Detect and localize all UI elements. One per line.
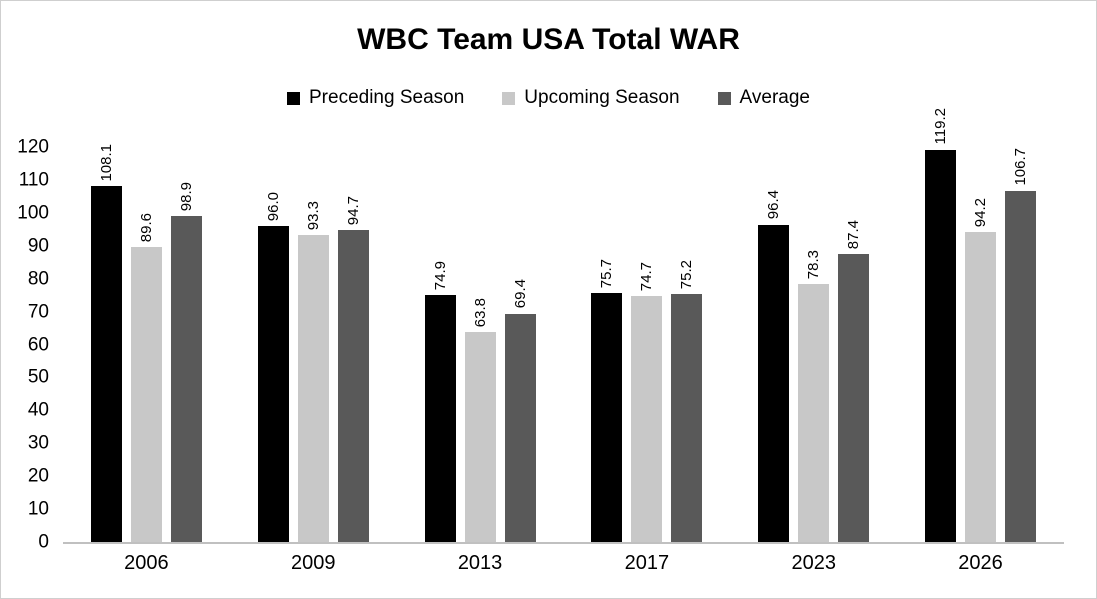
data-label: 96.4 bbox=[765, 190, 783, 220]
y-tick-label: 0 bbox=[38, 531, 49, 553]
bar-group: 108.1 89.6 98.9 bbox=[90, 143, 202, 542]
data-label: 98.9 bbox=[177, 182, 195, 212]
bar bbox=[257, 226, 289, 542]
data-label: 119.2 bbox=[932, 108, 950, 145]
data-label: 87.4 bbox=[845, 220, 863, 250]
bar-wrapper: 119.2 bbox=[925, 108, 957, 542]
bar-group: 75.7 74.7 75.2 bbox=[591, 147, 703, 542]
y-tick-label: 90 bbox=[27, 235, 49, 257]
legend-item: Preceding Season bbox=[287, 87, 464, 109]
data-label: 74.9 bbox=[431, 261, 449, 291]
bar bbox=[965, 231, 997, 542]
bar-wrapper: 94.2 bbox=[965, 197, 997, 542]
bar bbox=[464, 332, 496, 542]
y-tick-label: 110 bbox=[18, 169, 49, 191]
data-label: 75.7 bbox=[598, 258, 616, 288]
y-tick-label: 50 bbox=[27, 366, 49, 388]
bar-wrapper: 98.9 bbox=[170, 182, 202, 542]
bar-wrapper: 78.3 bbox=[798, 250, 830, 542]
legend-label: Upcoming Season bbox=[524, 87, 680, 108]
bar-wrapper: 75.7 bbox=[591, 258, 623, 542]
data-label: 75.2 bbox=[678, 260, 696, 290]
legend-label: Preceding Season bbox=[309, 87, 465, 108]
data-label: 74.7 bbox=[638, 261, 656, 292]
bar bbox=[297, 234, 329, 542]
y-tick-label: 70 bbox=[27, 301, 49, 323]
x-tick-label: 2023 bbox=[791, 552, 836, 574]
bar bbox=[838, 254, 870, 542]
chart-legend: Preceding Season Upcoming Season Average bbox=[1, 87, 1096, 109]
bar-wrapper: 74.7 bbox=[631, 261, 663, 542]
bar-group: 96.0 93.3 94.7 bbox=[257, 147, 369, 542]
bar-wrapper: 96.0 bbox=[257, 191, 289, 542]
x-tick-label: 2017 bbox=[624, 552, 670, 574]
x-tick-label: 2006 bbox=[124, 552, 169, 574]
bar bbox=[1005, 190, 1037, 542]
bar-wrapper: 69.4 bbox=[504, 279, 536, 542]
bar bbox=[591, 292, 623, 542]
data-label: 89.6 bbox=[137, 212, 155, 243]
bar-group: 119.2 94.2 106.7 bbox=[925, 108, 1037, 542]
bar-group: 96.4 78.3 87.4 bbox=[758, 147, 870, 542]
data-label: 108.1 bbox=[97, 143, 115, 182]
bar-wrapper: 106.7 bbox=[1005, 148, 1037, 542]
data-label: 63.8 bbox=[471, 297, 489, 327]
bar-wrapper: 94.7 bbox=[337, 196, 369, 542]
bar-wrapper: 63.8 bbox=[464, 297, 496, 542]
bar bbox=[337, 230, 369, 542]
data-label: 96.0 bbox=[264, 191, 282, 221]
y-tick-label: 20 bbox=[27, 465, 49, 487]
bar-wrapper: 75.2 bbox=[671, 260, 703, 542]
bar-wrapper: 93.3 bbox=[297, 200, 329, 542]
bar bbox=[631, 296, 663, 542]
y-tick-label: 100 bbox=[17, 202, 49, 224]
x-tick-label: 2013 bbox=[457, 552, 503, 574]
bar bbox=[671, 294, 703, 542]
y-tick-label: 30 bbox=[27, 432, 49, 454]
y-tick-label: 40 bbox=[27, 399, 49, 421]
bar bbox=[925, 149, 957, 542]
y-tick-label: 60 bbox=[27, 334, 49, 355]
data-label: 69.4 bbox=[511, 279, 529, 309]
plot-area: 108.1 89.6 98.9 96.0 93.3 94.7 74.9 63.8 69.4 75.… bbox=[63, 108, 1064, 544]
legend-item: Average bbox=[717, 87, 810, 109]
bar-wrapper: 87.4 bbox=[838, 220, 870, 542]
legend-swatch-icon bbox=[717, 91, 731, 105]
bar-wrapper: 108.1 bbox=[90, 143, 122, 542]
bar bbox=[758, 224, 790, 542]
x-tick-label: 2009 bbox=[290, 552, 336, 574]
y-tick-label: 120 bbox=[17, 136, 49, 158]
bar bbox=[504, 313, 536, 542]
y-axis: 0 10 20 30 40 50 60 70 80 90 100 110 120 bbox=[7, 138, 51, 552]
chart-title: WBC Team USA Total WAR bbox=[357, 23, 740, 56]
bar bbox=[798, 284, 830, 542]
data-label: 93.3 bbox=[304, 200, 322, 230]
data-label: 78.3 bbox=[805, 250, 823, 280]
data-label: 94.2 bbox=[972, 197, 990, 227]
legend-swatch-icon bbox=[287, 91, 300, 105]
data-label: 106.7 bbox=[1012, 148, 1030, 186]
bar bbox=[170, 216, 202, 542]
bar-group: 74.9 63.8 69.4 bbox=[424, 147, 536, 542]
y-tick-label: 10 bbox=[27, 498, 49, 520]
legend-swatch-icon bbox=[502, 91, 516, 105]
bar-wrapper: 89.6 bbox=[130, 212, 162, 542]
bar bbox=[424, 295, 456, 542]
legend-item: Upcoming Season bbox=[502, 87, 680, 109]
x-tick-label: 2026 bbox=[958, 552, 1003, 574]
y-tick-label: 80 bbox=[27, 268, 49, 290]
bar bbox=[130, 247, 162, 542]
legend-label: Average bbox=[739, 87, 810, 108]
x-axis-labels: 2006 2009 2013 2017 2023 2026 bbox=[63, 552, 1064, 575]
data-label: 94.7 bbox=[344, 196, 362, 226]
bar-wrapper: 96.4 bbox=[758, 190, 790, 542]
bar-wrapper: 74.9 bbox=[424, 261, 456, 542]
bar bbox=[90, 186, 122, 542]
